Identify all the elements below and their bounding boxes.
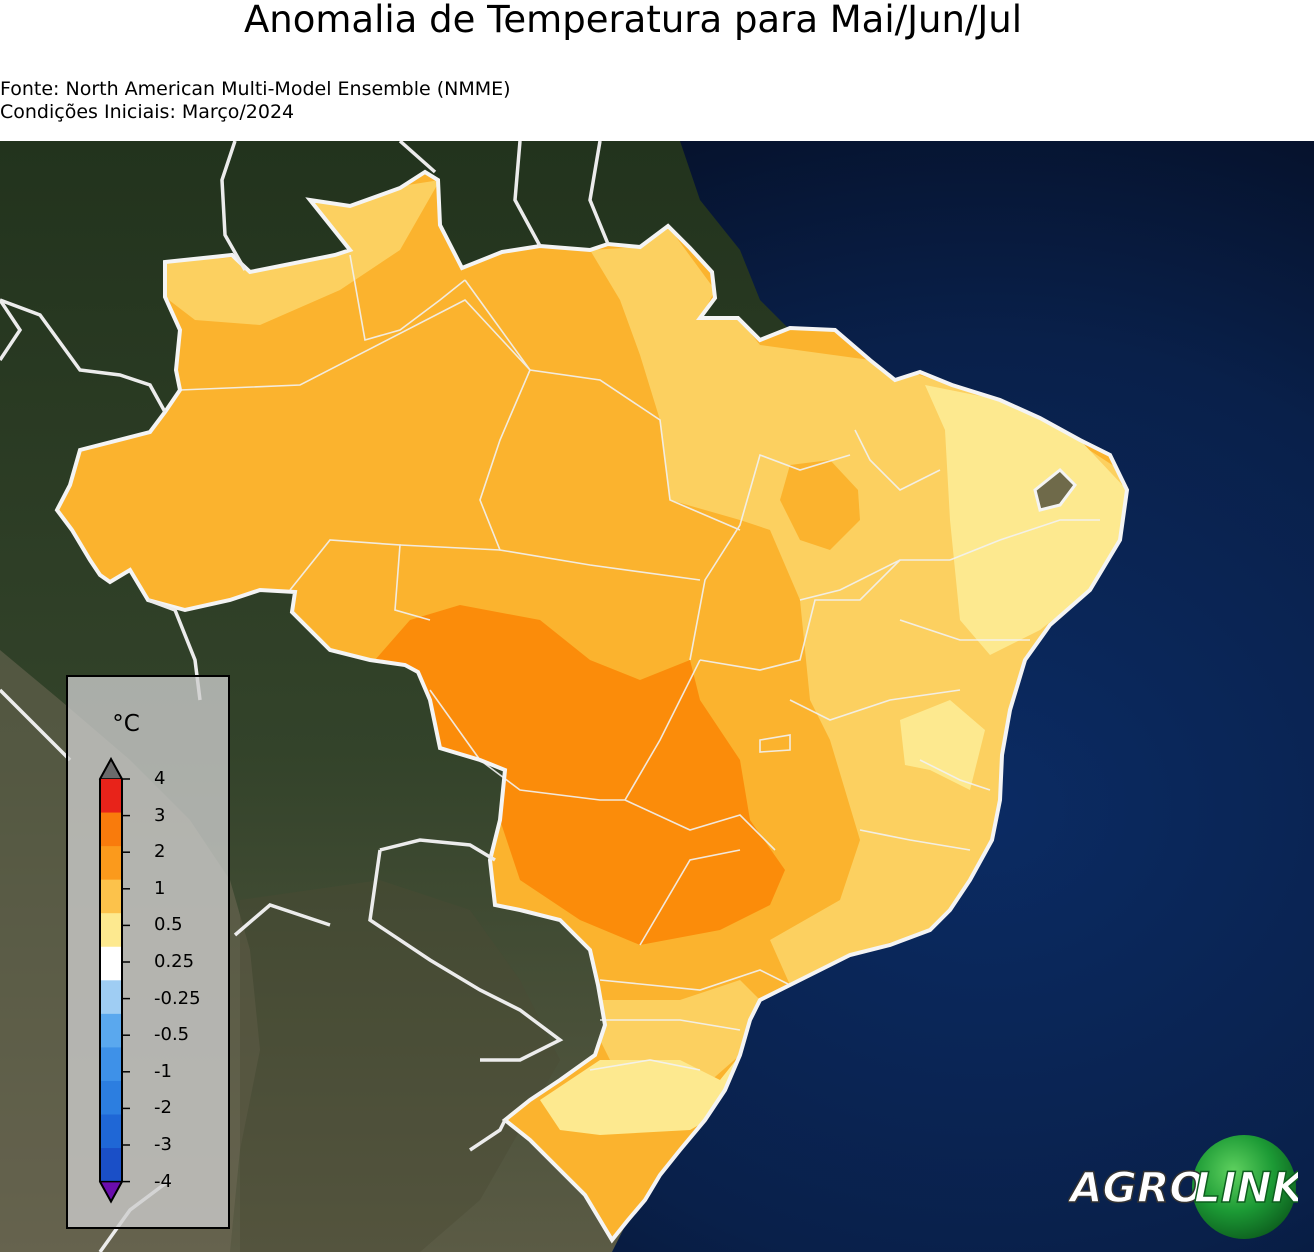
colorbar-segment bbox=[100, 1080, 122, 1115]
logo-text-link: LINK bbox=[1194, 1163, 1298, 1212]
colorbar-tick-label: -0.5 bbox=[154, 1024, 190, 1046]
anomaly-0.5-1-amapa bbox=[590, 226, 760, 360]
colorbar-tick-label: 2 bbox=[154, 841, 166, 863]
temperature-anomaly-map bbox=[0, 141, 1314, 1252]
anomaly-2-3-central bbox=[375, 605, 785, 945]
colorbar-segment bbox=[100, 913, 122, 948]
colorbar-segment bbox=[100, 879, 122, 914]
colorbar-segment bbox=[100, 779, 122, 814]
colorbar-extend-min bbox=[98, 1180, 124, 1204]
logo-green-circle bbox=[1192, 1135, 1296, 1239]
colorbar bbox=[98, 757, 130, 1204]
colorbar-legend: °C 4 3 2 1 0.5 0.25 -0.25 -0.5 -1 -2 -3 -4 bbox=[66, 675, 230, 1229]
colorbar-segment bbox=[100, 846, 122, 881]
agrolink-logo: AGRO LINK bbox=[1068, 1135, 1298, 1239]
colorbar-segment bbox=[100, 812, 122, 847]
colorbar-tick-label: -1 bbox=[154, 1060, 172, 1082]
colorbar-segment bbox=[100, 1114, 122, 1149]
initial-conditions-subtitle: Condições Iniciais: Março/2024 bbox=[0, 101, 295, 123]
map-title: Anomalia de Temperatura para Mai/Jun/Jul bbox=[243, 0, 1023, 41]
colorbar-segment bbox=[100, 946, 122, 981]
no-data-patch bbox=[1033, 467, 1077, 512]
state-borders bbox=[179, 254, 1100, 1071]
colorbar-segment bbox=[100, 980, 122, 1015]
anomaly-2-3-maranhao bbox=[780, 460, 860, 550]
chaco-plains bbox=[240, 880, 560, 1252]
anomaly-0.5-1-north bbox=[165, 180, 440, 325]
colorbar-tick-label: 3 bbox=[154, 804, 166, 826]
colorbar-tick-label: -0.25 bbox=[154, 987, 201, 1009]
colorbar-tick-label: -3 bbox=[154, 1134, 172, 1155]
colorbar-extend-max bbox=[98, 757, 124, 780]
anomaly-0.25-0.5-south bbox=[540, 1055, 740, 1135]
source-subtitle: Fonte: North American Multi-Model Ensemb… bbox=[0, 78, 511, 100]
colorbar-tick-label: -2 bbox=[154, 1097, 172, 1119]
country-borders bbox=[0, 141, 610, 1252]
colorbar-tick-label: 4 bbox=[154, 768, 166, 789]
colorbar-tick-label: 1 bbox=[154, 877, 166, 899]
legend-unit-label: °C bbox=[112, 711, 140, 737]
colorbar-tick-label: 0.5 bbox=[154, 914, 183, 936]
colorbar-tick-label: 0.25 bbox=[154, 951, 195, 972]
colorbar-segment bbox=[100, 1148, 122, 1183]
colorbar-segment bbox=[100, 1047, 122, 1082]
anomaly-0.25-0.5-bahia bbox=[900, 700, 985, 790]
anomaly-0.25-0.5-ne-coast bbox=[925, 385, 1127, 655]
colorbar-tick-label: -4 bbox=[154, 1170, 172, 1192]
colorbar-segment bbox=[100, 1013, 122, 1048]
logo-text-agro: AGRO bbox=[1068, 1163, 1205, 1212]
